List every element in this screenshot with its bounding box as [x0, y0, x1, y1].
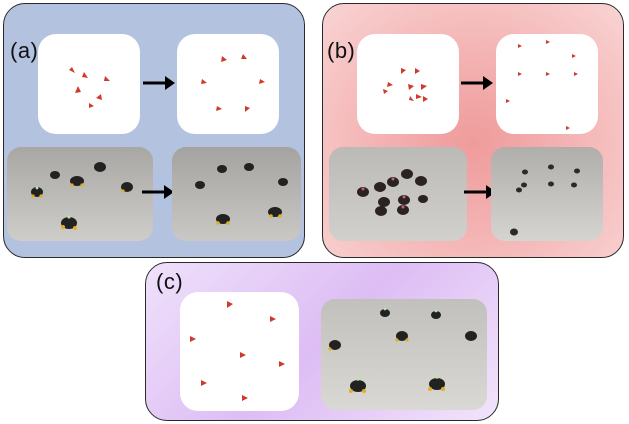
panel-b-final-markers: [506, 40, 578, 130]
panel-b-initial-robots: [329, 147, 467, 241]
panel-b-initial-photo: [329, 147, 467, 241]
panel-c-photo: [321, 299, 487, 410]
panel-b: (b): [322, 3, 624, 258]
panel-b-initial-formation: [357, 34, 459, 134]
panel-a-initial-formation: [38, 34, 140, 134]
panel-b-arrow-top: [461, 76, 493, 90]
panel-c-robots: [321, 299, 487, 410]
panel-c-label: (c): [156, 269, 184, 294]
panel-b-final-robots: [491, 147, 603, 241]
panel-c: (c): [145, 262, 499, 421]
panel-b-final-formation: [496, 34, 598, 134]
panel-a-final-photo: [172, 147, 301, 241]
panel-a-arrow-top: [143, 76, 175, 90]
panel-a-final-formation: [177, 34, 279, 134]
panel-a-initial-photo: [7, 147, 153, 241]
panel-b-final-photo: [491, 147, 603, 241]
panel-b-initial-markers: [383, 68, 428, 102]
panel-a-label: (a): [10, 38, 39, 63]
panel-a-arrow-bottom: [142, 185, 174, 199]
panel-a: (a): [3, 3, 305, 258]
panel-a-initial-robots: [7, 147, 153, 241]
panel-a-final-markers: [201, 54, 265, 112]
panel-c-markers: [190, 301, 285, 401]
panel-a-initial-markers: [69, 67, 110, 108]
panel-c-formation: [180, 292, 299, 411]
panel-b-label: (b): [327, 38, 356, 63]
panel-a-final-robots: [172, 147, 301, 241]
